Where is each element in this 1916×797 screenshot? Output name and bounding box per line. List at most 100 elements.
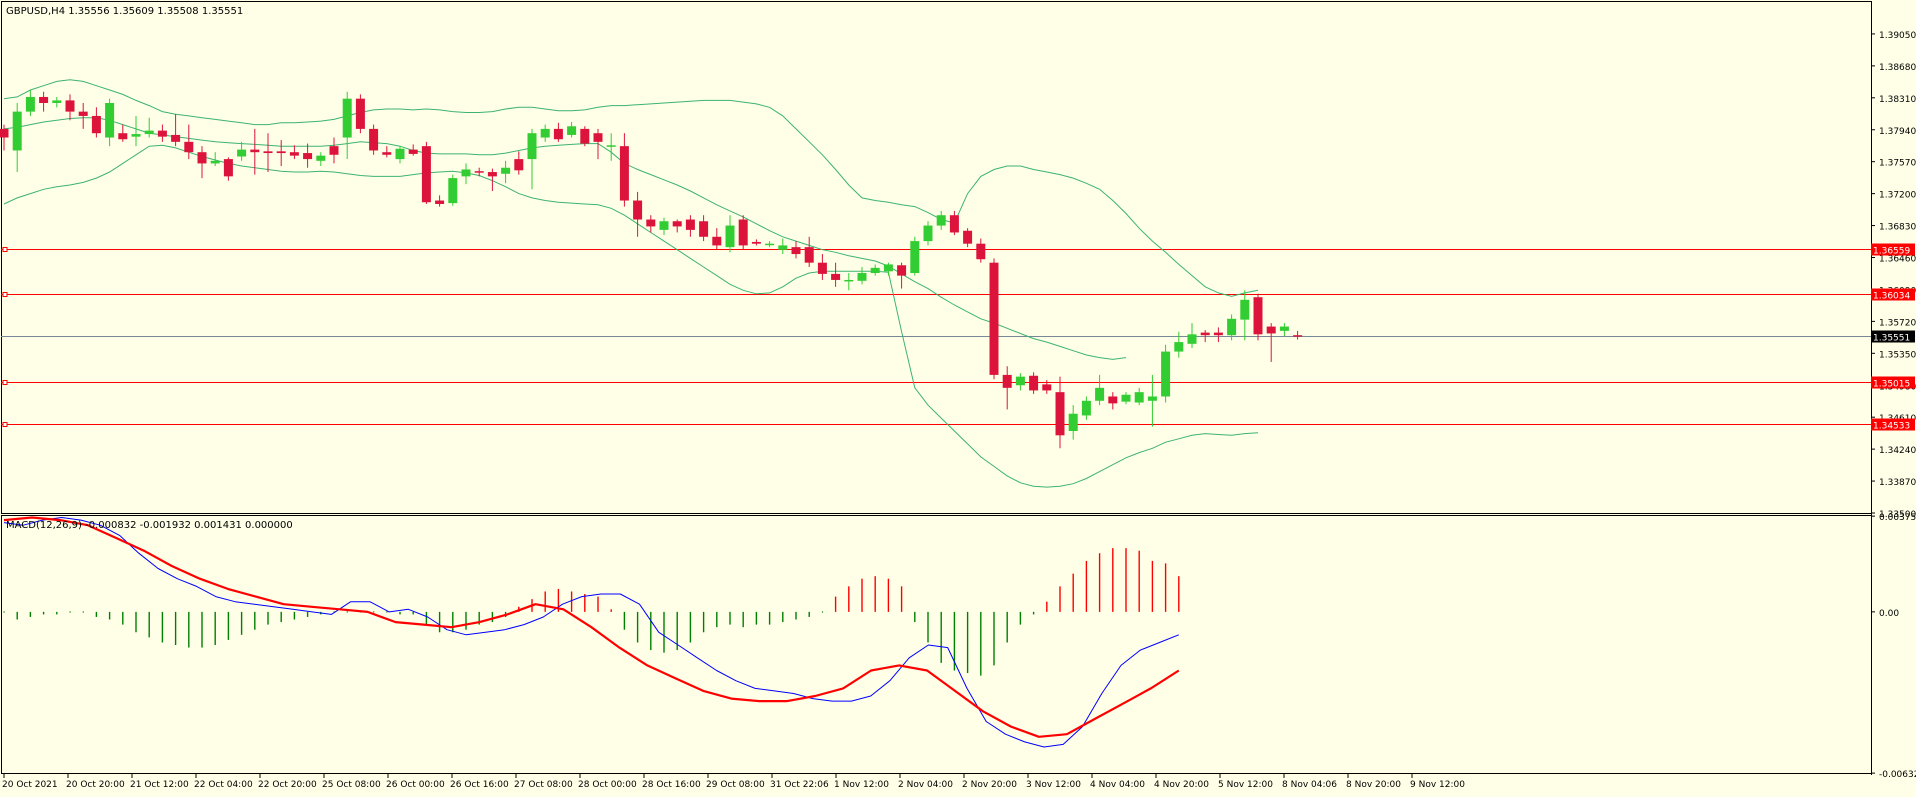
candle[interactable] <box>487 168 497 192</box>
candle[interactable] <box>1200 330 1210 343</box>
candle[interactable] <box>210 152 220 167</box>
candle[interactable] <box>817 254 827 280</box>
candle[interactable] <box>1161 344 1171 403</box>
candle[interactable] <box>1015 373 1025 391</box>
candle[interactable] <box>989 258 999 380</box>
candle[interactable] <box>580 126 590 147</box>
candle[interactable] <box>1029 372 1039 394</box>
candle[interactable] <box>250 128 260 175</box>
candle[interactable] <box>857 266 867 285</box>
candle[interactable] <box>514 151 524 175</box>
candle[interactable] <box>1002 366 1012 410</box>
candle[interactable] <box>725 215 735 253</box>
candle[interactable] <box>1174 331 1184 358</box>
candle[interactable] <box>791 241 801 259</box>
candle[interactable] <box>540 124 550 142</box>
candle[interactable] <box>39 91 49 112</box>
candle[interactable] <box>778 238 788 255</box>
candle[interactable] <box>1279 323 1289 337</box>
candle[interactable] <box>976 238 986 263</box>
candle[interactable] <box>1266 323 1276 362</box>
candle[interactable] <box>910 236 920 276</box>
candle[interactable] <box>289 145 299 160</box>
candle[interactable] <box>659 217 669 236</box>
candle[interactable] <box>751 239 761 246</box>
candle[interactable] <box>936 210 946 230</box>
candle[interactable] <box>672 219 682 233</box>
candle[interactable] <box>1293 330 1303 340</box>
candle[interactable] <box>949 210 959 236</box>
candle[interactable] <box>765 241 775 248</box>
candle[interactable] <box>197 146 207 179</box>
candle[interactable] <box>738 215 748 250</box>
candle[interactable] <box>91 107 101 138</box>
candle[interactable] <box>118 124 128 142</box>
level-handle[interactable] <box>2 292 8 297</box>
candle[interactable] <box>633 191 643 237</box>
candle[interactable] <box>0 124 9 151</box>
candle[interactable] <box>1121 392 1131 405</box>
candle[interactable] <box>448 174 458 206</box>
candle[interactable] <box>171 114 181 147</box>
candle[interactable] <box>276 140 286 167</box>
candle[interactable] <box>1147 374 1157 427</box>
level-handle[interactable] <box>2 380 8 385</box>
candle[interactable] <box>237 141 247 161</box>
candle[interactable] <box>435 195 445 207</box>
candle[interactable] <box>421 141 431 204</box>
candle[interactable] <box>593 128 603 160</box>
candle[interactable] <box>1227 314 1237 341</box>
candle[interactable] <box>1108 392 1118 410</box>
candle[interactable] <box>553 122 563 142</box>
candle[interactable] <box>408 144 418 156</box>
candle[interactable] <box>131 115 141 147</box>
candle[interactable] <box>144 117 154 138</box>
candle[interactable] <box>831 262 841 287</box>
candle[interactable] <box>646 215 656 233</box>
candle[interactable] <box>184 124 194 160</box>
level-handle[interactable] <box>2 422 8 427</box>
candle[interactable] <box>567 121 577 138</box>
candle[interactable] <box>355 94 365 134</box>
candle[interactable] <box>474 167 484 177</box>
candle[interactable] <box>1240 290 1250 341</box>
candle[interactable] <box>1042 380 1052 394</box>
candle[interactable] <box>157 124 167 142</box>
candle[interactable] <box>606 133 616 161</box>
candle[interactable] <box>303 143 313 168</box>
candle[interactable] <box>329 137 339 164</box>
candle[interactable] <box>223 157 233 181</box>
candle[interactable] <box>65 94 75 121</box>
candle[interactable] <box>699 215 709 242</box>
candle[interactable] <box>78 102 88 129</box>
candle[interactable] <box>501 160 511 184</box>
candle[interactable] <box>382 146 392 158</box>
candle[interactable] <box>461 163 471 185</box>
candle[interactable] <box>12 102 22 173</box>
candle[interactable] <box>923 221 933 246</box>
candle[interactable] <box>342 91 352 160</box>
candle[interactable] <box>52 96 62 108</box>
candle[interactable] <box>369 124 379 155</box>
candle[interactable] <box>712 228 722 250</box>
candle[interactable] <box>883 262 893 276</box>
candle[interactable] <box>263 133 273 173</box>
candle[interactable] <box>870 264 880 276</box>
candle[interactable] <box>685 215 695 237</box>
candle[interactable] <box>1134 387 1144 406</box>
candle[interactable] <box>527 128 537 190</box>
candle[interactable] <box>1187 323 1197 349</box>
candle[interactable] <box>619 133 629 207</box>
candle[interactable] <box>1213 327 1223 343</box>
candle[interactable] <box>25 90 35 116</box>
candle[interactable] <box>395 146 405 164</box>
candle[interactable] <box>804 236 814 267</box>
candle[interactable] <box>105 98 115 147</box>
candle[interactable] <box>844 273 854 291</box>
candle[interactable] <box>1253 293 1263 341</box>
candle[interactable] <box>897 262 907 289</box>
candle[interactable] <box>1081 396 1091 420</box>
candle[interactable] <box>1055 376 1065 449</box>
